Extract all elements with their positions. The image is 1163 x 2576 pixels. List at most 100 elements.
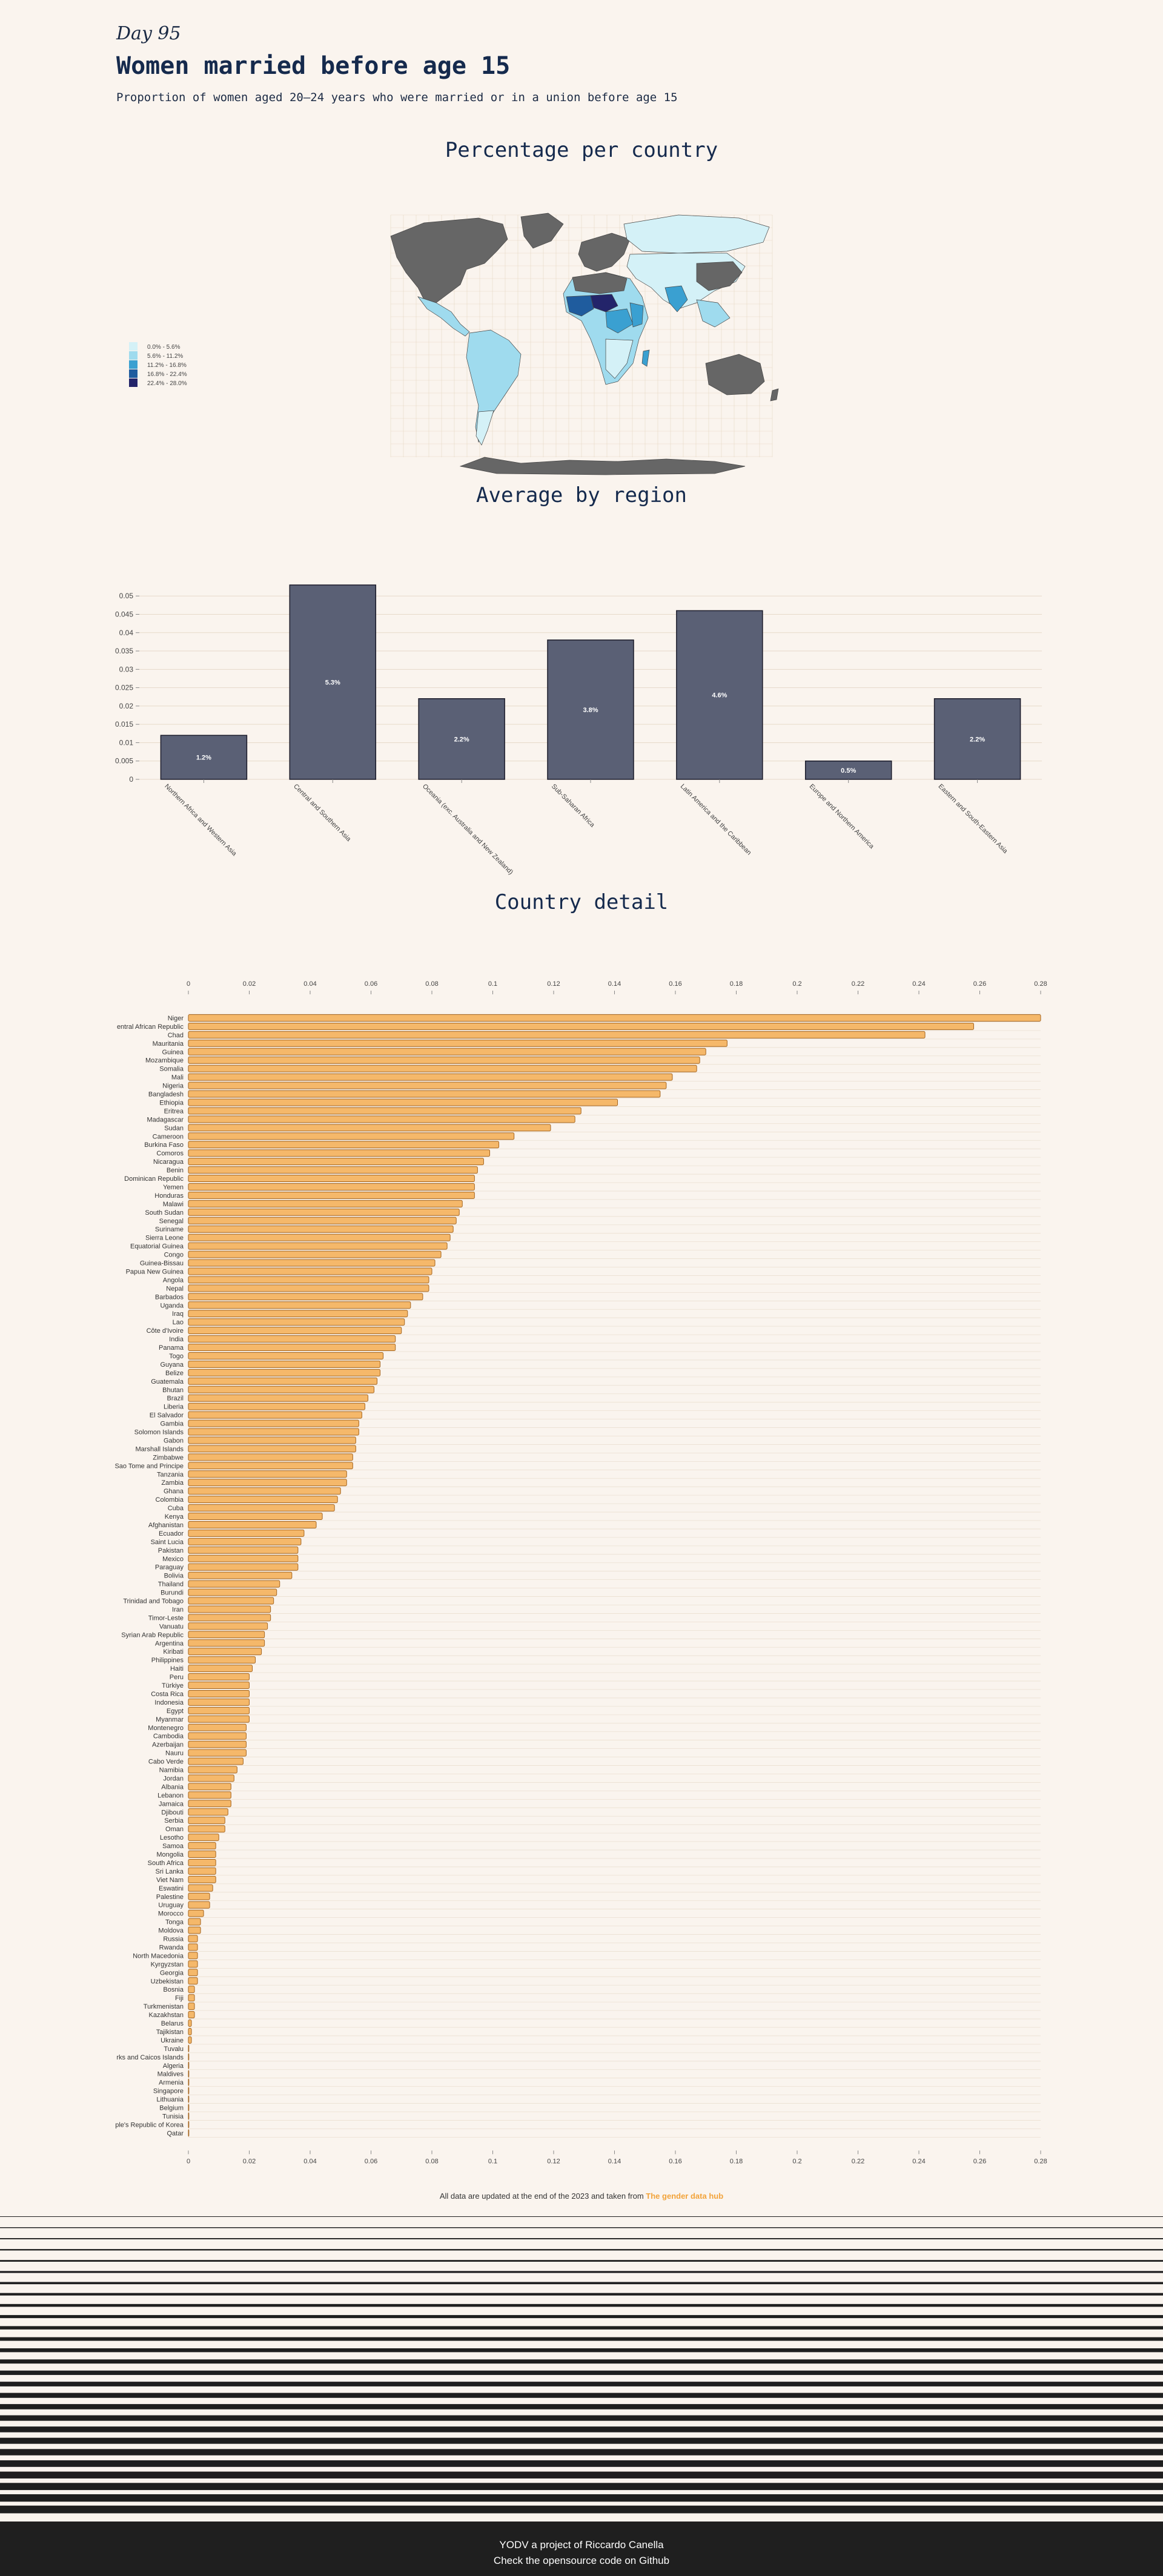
country-bar [188,1259,436,1267]
region-y-tick-label: 0.05 [119,592,134,600]
country-y-tick-label: Philippines [151,1657,184,1664]
legend-label: 16.8% - 22.4% [147,371,187,378]
country-bar [188,1867,216,1875]
country-y-tick-label: Sao Tome and Principe [114,1462,184,1470]
country-y-tick-label: Mauritania [153,1040,184,1048]
sahel-high-shape [590,294,618,312]
region-y-tick-label: 0.01 [119,738,134,747]
legend-label: 0.0% - 5.6% [147,344,181,351]
country-bar [188,1360,381,1368]
region-bar-value-label: 2.2% [454,736,469,743]
country-y-tick-label: South Africa [148,1860,184,1867]
europe-shape [578,233,631,272]
south-america-shape [466,329,522,443]
country-y-tick-label: Moldova [158,1927,184,1935]
country-y-tick-label: Gambia [160,1421,184,1428]
country-bar [188,1183,475,1191]
country-y-tick-label: Zimbabwe [153,1454,184,1461]
data-source-link[interactable]: The gender data hub [646,2191,724,2201]
country-y-tick-label: India [169,1336,184,1343]
country-bar [188,1217,457,1224]
country-bar [188,1318,405,1326]
country-bar [188,1749,247,1757]
country-bar [188,2053,190,2061]
country-y-tick-label: Barbados [155,1293,184,1301]
decorative-stripe [0,2238,1163,2239]
australia-shape [705,354,765,395]
country-bar [188,1682,250,1689]
country-bar [188,1529,305,1537]
country-bar [188,1715,250,1723]
country-y-tick-label: Russia [163,1936,184,1943]
country-bar [188,1276,429,1284]
decorative-stripe [0,2370,1163,2376]
country-y-tick-label: Guatemala [151,1378,184,1385]
country-bar [188,1107,582,1115]
country-bar [188,1935,198,1943]
country-y-tick-label: Oman [165,1826,184,1833]
country-y-tick-label: Somalia [159,1066,184,1073]
country-bar [188,1537,302,1545]
country-y-tick-label: Dominican Republic [124,1175,184,1183]
decorative-stripe [0,2471,1163,2479]
country-bar [188,1909,204,1917]
country-x-tick-label-top: 0.28 [1034,980,1047,988]
country-x-tick-label-bottom: 0.02 [243,2158,256,2165]
west-africa-shape [566,295,594,317]
country-x-tick-label-top: 0.18 [730,980,743,988]
country-bar [188,2061,190,2069]
country-x-tick-label-bottom: 0.08 [425,2158,438,2165]
country-y-tick-label: Lesotho [160,1834,184,1841]
country-y-tick-label: Mozambique [145,1057,184,1065]
country-bar [188,2095,190,2103]
country-y-tick-label: Belarus [161,2020,184,2027]
decorative-stripe [0,2426,1163,2432]
country-y-tick-label: Jamaica [159,1800,184,1808]
country-x-tick-label-top: 0.2 [792,980,801,988]
country-y-tick-label: Iran [172,1606,184,1613]
country-y-tick-label: Sri Lanka [156,1868,184,1875]
country-bar [188,1411,362,1419]
country-y-tick-label: Chad [168,1032,184,1039]
country-bar [188,1639,265,1647]
region-bar-value-label: 3.8% [583,707,598,714]
country-bar [188,1774,234,1782]
region-bar [418,698,505,780]
country-bar [188,1952,198,1960]
country-bar [188,2020,192,2027]
footer-github-link[interactable]: Check the opensource code on Github [493,2555,670,2566]
country-y-tick-label: Uganda [160,1302,184,1309]
legend-label: 5.6% - 11.2% [147,353,183,360]
south-asia-shape [664,285,688,312]
country-x-tick-label-bottom: 0.12 [547,2158,560,2165]
country-bar [188,1242,448,1250]
country-bar [188,1056,700,1064]
country-y-tick-label: Morocco [158,1911,184,1918]
country-y-tick-label: Tanzania [157,1471,184,1478]
country-section-title: Country detail [494,890,669,914]
country-bar [188,1419,359,1427]
country-y-tick-label: Equatorial Guinea [130,1243,184,1250]
country-bar [188,1073,673,1081]
country-bar [188,1479,347,1487]
country-x-tick-label-top: 0.06 [365,980,377,988]
country-y-tick-label: Jordan [163,1775,184,1782]
country-x-tick-label-bottom: 0.06 [365,2158,377,2165]
region-x-tick-label: Northern Africa and Western Asia [163,783,238,858]
country-x-tick-label-top: 0.12 [547,980,560,988]
country-bar [188,1648,262,1656]
country-y-tick-label: El Salvador [150,1412,184,1419]
country-bar [188,1740,247,1748]
country-bar [188,1605,271,1613]
country-y-tick-label: Ecuador [159,1530,184,1537]
country-y-tick-label: Singapore [153,2088,184,2095]
decorative-stripe [0,2437,1163,2444]
country-bar [188,2003,195,2010]
country-bar [188,1487,341,1495]
country-bar [188,1344,396,1351]
country-bar [188,1800,231,1808]
new-zealand-shape [770,388,779,401]
country-y-tick-label: Haiti [170,1665,184,1673]
country-bar [188,1851,216,1858]
country-x-tick-label-bottom: 0.22 [852,2158,864,2165]
